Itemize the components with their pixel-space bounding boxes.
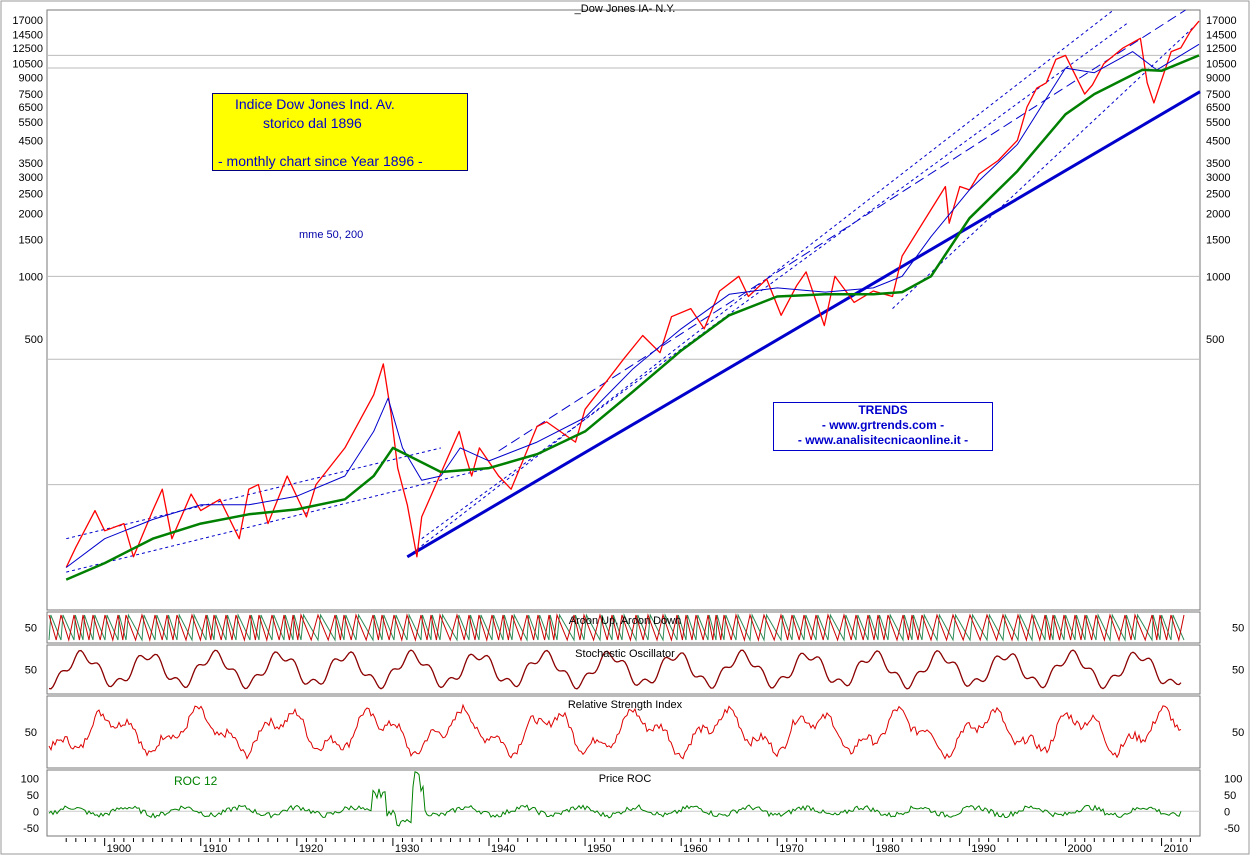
trends-label: TRENDS <box>858 403 908 417</box>
indicator-title-3: Price ROC <box>599 773 652 785</box>
y-tick-left-10500: 10500 <box>12 59 43 71</box>
y-tick-left-3000: 3000 <box>19 172 43 184</box>
x-tick-label-1940: 1940 <box>491 843 515 855</box>
main-panel-frame <box>46 9 1201 611</box>
aroon-down-line <box>48 613 1185 642</box>
y-tick-right-14500: 14500 <box>1206 29 1237 41</box>
y-tick-left-9000: 9000 <box>19 73 43 85</box>
y-tick-left-17000: 17000 <box>12 15 43 27</box>
x-tick-label-1970: 1970 <box>779 843 803 855</box>
roc-line <box>48 771 1182 827</box>
y-tick-right-5500: 5500 <box>1206 117 1230 129</box>
y-tick-right-3500: 3500 <box>1206 158 1230 170</box>
roc-tick-right-50: 50 <box>1224 790 1236 802</box>
y-tick-right-10500: 10500 <box>1206 59 1237 71</box>
y-tick-right-12500: 12500 <box>1206 43 1237 55</box>
y-tick-right-2000: 2000 <box>1206 209 1230 221</box>
x-tick-label-2000: 2000 <box>1067 843 1091 855</box>
y-tick-right-7500: 7500 <box>1206 89 1230 101</box>
y-tick-right-6500: 6500 <box>1206 102 1230 114</box>
y-tick-left-5500: 5500 <box>19 117 43 129</box>
trend-channel-line-0 <box>66 447 442 540</box>
x-tick-label-1920: 1920 <box>299 843 323 855</box>
trends-link-analisitecnica[interactable]: - www.analisitecnicaonline.it - <box>797 433 969 447</box>
moving-average-label: mme 50, 200 <box>299 229 364 241</box>
title-note-box: Indice Dow Jones Ind. Av. storico dal 18… <box>212 93 468 171</box>
chart-title: _Dow Jones IA- N.Y. <box>574 3 676 15</box>
trend-channel-line-3 <box>407 9 1114 558</box>
indicator-tick-right-0: 50 <box>1232 623 1244 635</box>
y-tick-right-17000: 17000 <box>1206 15 1237 27</box>
indicator-panel-frame-2 <box>46 695 1201 769</box>
x-tick-label-1990: 1990 <box>971 843 995 855</box>
roc-tick-right-0: 0 <box>1224 806 1230 818</box>
aroon-up-line <box>48 613 1185 642</box>
indicator-tick-left-2: 50 <box>25 727 37 739</box>
x-tick-label-1960: 1960 <box>683 843 707 855</box>
indicator-title-2: Relative Strength Index <box>568 699 683 711</box>
x-tick-label-1910: 1910 <box>203 843 227 855</box>
indicator-panel-frame-3 <box>46 769 1201 837</box>
mme50-line <box>65 43 1200 568</box>
indicator-panel-frame-0 <box>46 611 1201 644</box>
y-tick-left-1000: 1000 <box>19 271 43 283</box>
x-tick-label-2010: 2010 <box>1164 843 1188 855</box>
y-tick-right-9000: 9000 <box>1206 73 1230 85</box>
roc-tick-left-100: 100 <box>21 773 39 785</box>
y-tick-right-4500: 4500 <box>1206 135 1230 147</box>
roc-tick-right-100: 100 <box>1224 773 1242 785</box>
mme200-line <box>65 54 1200 581</box>
roc-tick-left-50: 50 <box>27 790 39 802</box>
price-line <box>65 20 1200 568</box>
y-tick-right-1500: 1500 <box>1206 235 1230 247</box>
y-tick-right-2500: 2500 <box>1206 188 1230 200</box>
trends-note-box: TRENDS - www.grtrends.com - - www.analis… <box>773 402 993 451</box>
roc-tick-right--50: -50 <box>1224 823 1240 835</box>
y-tick-left-6500: 6500 <box>19 102 43 114</box>
title-line-2: storico dal 1896 <box>263 115 362 131</box>
indicator-tick-left-1: 50 <box>25 665 37 677</box>
y-tick-left-12500: 12500 <box>12 43 43 55</box>
y-tick-right-500: 500 <box>1206 334 1224 346</box>
y-tick-right-1000: 1000 <box>1206 271 1230 283</box>
x-tick-label-1950: 1950 <box>587 843 611 855</box>
stochastic-line <box>48 649 1182 690</box>
trends-link-grtrends[interactable]: - www.grtrends.com - <box>821 418 945 432</box>
indicator-panel-frame-1 <box>46 644 1201 695</box>
indicator-title-0: Aroon Up, Aroon Down <box>569 615 682 627</box>
x-tick-label-1980: 1980 <box>875 843 899 855</box>
trend-channel-line-1 <box>66 467 490 573</box>
indicator-tick-left-0: 50 <box>25 623 37 635</box>
title-line-3: - monthly chart since Year 1896 - <box>218 153 423 169</box>
y-tick-left-3500: 3500 <box>19 158 43 170</box>
y-tick-left-14500: 14500 <box>12 29 43 41</box>
y-tick-left-500: 500 <box>25 334 43 346</box>
trend-channel-line-4 <box>421 22 1129 540</box>
y-tick-left-4500: 4500 <box>19 135 43 147</box>
roc-tick-left--50: -50 <box>23 823 39 835</box>
long-term-support-line <box>406 90 1201 559</box>
y-tick-left-2000: 2000 <box>19 209 43 221</box>
indicator-tick-right-1: 50 <box>1232 665 1244 677</box>
roc-annotation: ROC 12 <box>174 774 218 788</box>
roc-tick-left-0: 0 <box>33 806 39 818</box>
y-tick-left-7500: 7500 <box>19 89 43 101</box>
y-tick-right-3000: 3000 <box>1206 172 1230 184</box>
y-tick-left-1500: 1500 <box>19 235 43 247</box>
title-line-1: Indice Dow Jones Ind. Av. <box>235 96 395 112</box>
x-tick-label-1930: 1930 <box>395 843 419 855</box>
trend-channel-line-2 <box>498 9 1186 452</box>
y-tick-left-2500: 2500 <box>19 188 43 200</box>
rsi-line <box>48 703 1182 760</box>
indicator-title-1: Stochastic Oscillator <box>575 648 675 660</box>
indicator-tick-right-2: 50 <box>1232 727 1244 739</box>
x-tick-label-1900: 1900 <box>107 843 131 855</box>
